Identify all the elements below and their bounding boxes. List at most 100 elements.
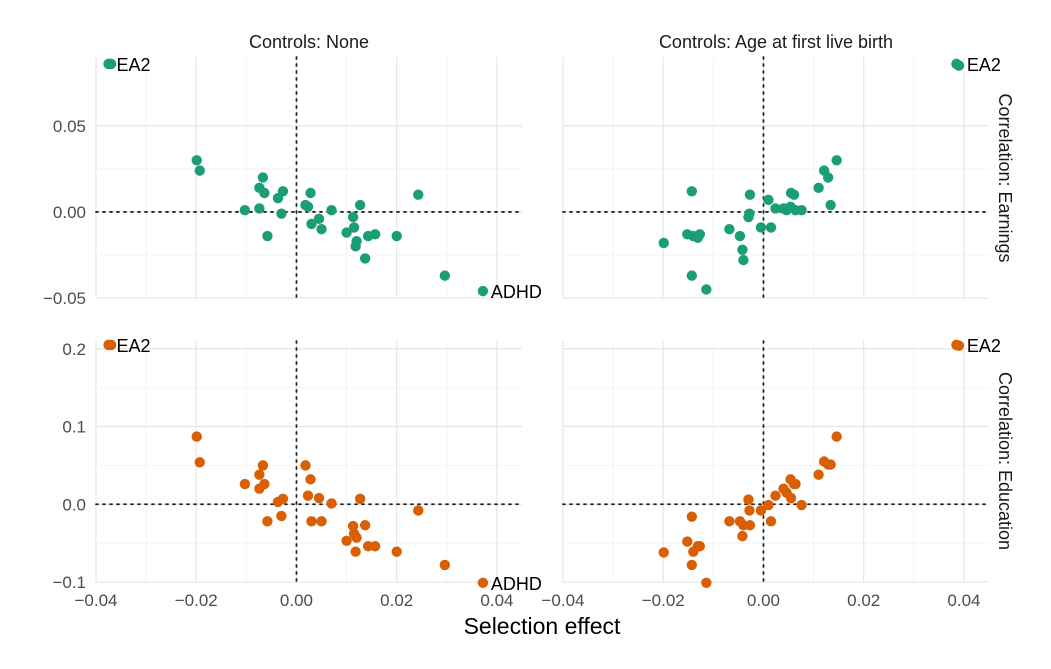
data-point xyxy=(347,520,359,532)
data-point xyxy=(738,254,749,266)
data-point xyxy=(686,186,698,197)
data-point xyxy=(477,285,489,297)
data-point xyxy=(734,230,746,242)
data-point xyxy=(347,211,359,223)
data-point xyxy=(796,499,807,511)
data-point xyxy=(790,478,801,490)
point-annotation: ADHD xyxy=(491,282,542,302)
data-point xyxy=(341,227,352,238)
data-point xyxy=(254,203,265,214)
data-point xyxy=(686,559,698,571)
data-point xyxy=(306,516,317,527)
data-point xyxy=(765,222,777,233)
data-point xyxy=(194,457,205,468)
data-point xyxy=(796,205,807,216)
data-point xyxy=(391,546,402,557)
data-point xyxy=(313,213,325,225)
data-point xyxy=(369,541,381,552)
x-tick-label: −0.04 xyxy=(74,591,117,610)
data-point xyxy=(822,172,834,183)
data-point xyxy=(755,222,767,233)
data-point xyxy=(302,201,314,212)
x-tick-label: 0.04 xyxy=(480,591,513,610)
data-point xyxy=(825,199,836,211)
data-point xyxy=(354,493,366,505)
data-point xyxy=(359,253,371,264)
data-point xyxy=(413,189,424,200)
x-tick-label: 0.02 xyxy=(380,591,413,610)
x-tick-label: −0.02 xyxy=(175,591,218,610)
data-point xyxy=(785,492,797,504)
data-point xyxy=(413,505,424,516)
x-tick-label: 0.00 xyxy=(747,591,780,610)
data-point xyxy=(306,218,317,230)
data-point xyxy=(701,577,712,588)
axis-layer: −0.05 0.00 0.05 −0.1 0.0 0.1 0.2 −0.04 −0.02 0.00… xyxy=(43,117,981,610)
data-point xyxy=(239,478,251,490)
data-point xyxy=(262,230,273,242)
column-strip-label: Controls: Age at first live birth xyxy=(659,32,893,52)
row-strip-label: Correlation: Earnings xyxy=(995,93,1015,262)
y-tick-label: 0.00 xyxy=(53,203,86,222)
data-point xyxy=(724,516,735,527)
point-annotation: EA2 xyxy=(967,55,1001,75)
y-tick-label: −0.1 xyxy=(52,573,86,592)
data-point xyxy=(686,270,698,281)
data-point xyxy=(755,505,767,516)
x-tick-label: 0.04 xyxy=(947,591,980,610)
data-point xyxy=(105,58,117,70)
data-point xyxy=(701,284,712,295)
data-point xyxy=(743,494,754,505)
data-point xyxy=(477,577,489,588)
data-point xyxy=(953,60,965,71)
data-point xyxy=(831,431,842,442)
data-point xyxy=(686,511,698,522)
row-strip-label: Correlation: Education xyxy=(995,372,1015,550)
data-point xyxy=(744,208,755,219)
data-point xyxy=(354,199,366,211)
x-axis-title: Selection effect xyxy=(464,613,621,639)
data-point xyxy=(744,189,756,200)
data-point xyxy=(277,493,289,505)
data-point xyxy=(763,194,774,206)
y-tick-label: 0.2 xyxy=(62,340,86,359)
data-point xyxy=(300,460,311,471)
data-point xyxy=(257,172,269,183)
data-point xyxy=(326,205,337,216)
data-point xyxy=(831,155,842,166)
data-point xyxy=(694,229,706,240)
data-point xyxy=(262,516,273,527)
x-tick-label: −0.02 xyxy=(642,591,685,610)
data-point xyxy=(788,189,800,200)
data-point xyxy=(953,340,965,351)
data-point xyxy=(694,541,706,552)
data-point xyxy=(737,244,748,255)
data-point xyxy=(658,237,669,249)
data-point xyxy=(259,478,270,490)
data-point xyxy=(439,559,451,571)
data-point xyxy=(351,235,362,247)
data-point xyxy=(813,469,824,480)
data-point xyxy=(359,520,371,531)
data-point xyxy=(744,520,756,531)
y-tick-label: 0.0 xyxy=(62,495,86,514)
x-tick-label: −0.04 xyxy=(541,591,584,610)
point-annotation: EA2 xyxy=(967,336,1001,356)
data-point xyxy=(737,530,748,542)
data-point xyxy=(658,547,669,558)
zero-reference-lines xyxy=(95,56,990,583)
data-point xyxy=(813,182,824,194)
point-layer xyxy=(103,58,965,588)
column-strip-label: Controls: None xyxy=(249,32,369,52)
data-point xyxy=(305,187,316,199)
point-label-layer: EA2 ADHD EA2 EA2 ADHD EA2 xyxy=(117,55,1001,594)
data-point xyxy=(744,505,755,516)
x-tick-label: 0.02 xyxy=(847,591,880,610)
x-tick-label: 0.00 xyxy=(280,591,313,610)
data-point xyxy=(191,431,202,442)
data-point xyxy=(770,490,781,501)
y-tick-label: 0.1 xyxy=(62,418,86,437)
data-point xyxy=(254,469,265,480)
data-point xyxy=(348,222,360,233)
